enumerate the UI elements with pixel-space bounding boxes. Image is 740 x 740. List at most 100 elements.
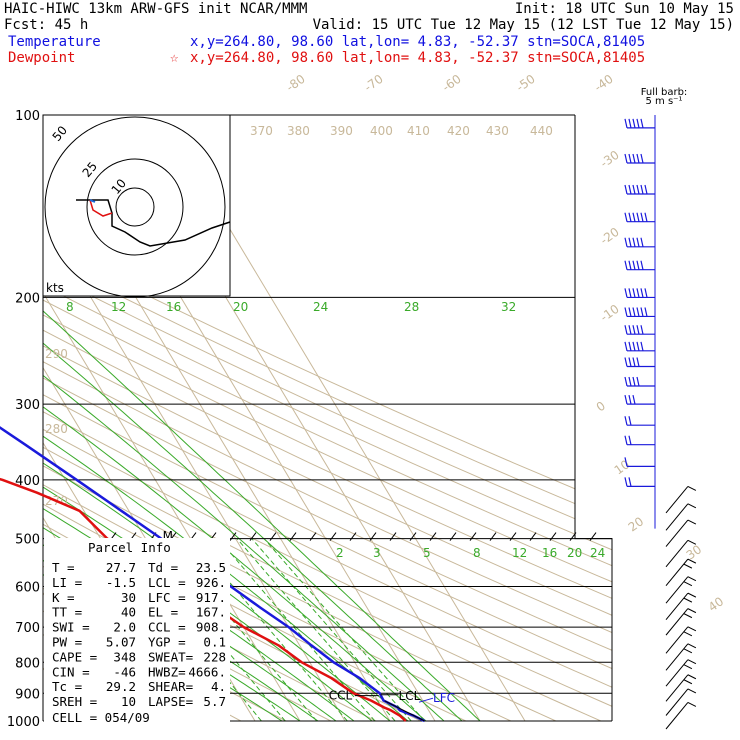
dry-adiabat-label: 440 bbox=[530, 124, 553, 138]
dry-adiabat-label: 290 bbox=[45, 347, 68, 361]
pressure-tick-label: 800 bbox=[15, 656, 40, 671]
wind-barb bbox=[624, 341, 655, 352]
dry-adiabat-label: 370 bbox=[250, 124, 273, 138]
pressure-tick-label: 700 bbox=[15, 621, 40, 636]
hatch-mark bbox=[469, 532, 477, 541]
ccl-marker-label: CCL bbox=[329, 689, 353, 703]
parcel-info-row: T = 27.7 Td = 23.5 bbox=[52, 560, 226, 575]
hatch-mark bbox=[429, 532, 437, 541]
parcel-value: 0.1 bbox=[203, 635, 226, 650]
dry-adiabat-line bbox=[43, 115, 612, 721]
wind-barb-column bbox=[624, 115, 697, 730]
hatch-mark bbox=[529, 532, 537, 541]
wind-barb bbox=[624, 260, 655, 271]
parcel-key: T = bbox=[52, 560, 75, 575]
hatch-mark bbox=[489, 532, 497, 541]
mixing-ratio-label: 3 bbox=[373, 546, 381, 560]
wind-barb bbox=[665, 702, 697, 730]
mixing-ratio-label: 12 bbox=[512, 546, 527, 560]
lcl-marker-label: LCL bbox=[399, 689, 421, 703]
hatch-mark bbox=[369, 532, 377, 541]
wind-barb bbox=[624, 457, 655, 467]
hatch-mark bbox=[229, 532, 237, 541]
m-marker-label: M bbox=[163, 529, 173, 543]
dry-adiabat-line bbox=[43, 115, 612, 721]
parcel-value: 10 bbox=[121, 694, 136, 709]
pressure-tick-label: 200 bbox=[15, 291, 40, 306]
parcel-value: 5.07 bbox=[106, 635, 136, 650]
wind-barb bbox=[624, 237, 655, 248]
header-run-title: HAIC-HIWC 13km ARW-GFS init NCAR/MMM bbox=[4, 1, 307, 17]
hatch-mark bbox=[409, 532, 417, 541]
wind-barb bbox=[665, 576, 697, 604]
parcel-value: 4666. bbox=[188, 664, 226, 679]
dry-adiabat-line bbox=[43, 115, 612, 721]
lfc-marker-label: LFC bbox=[433, 691, 455, 705]
wind-barb bbox=[665, 539, 697, 568]
dry-adiabat-line bbox=[43, 115, 332, 721]
parcel-key: YGP = bbox=[148, 635, 186, 650]
dry-adiabat-line bbox=[43, 115, 612, 721]
lfc-marker-line bbox=[418, 697, 434, 703]
pressure-tick-label: 900 bbox=[15, 687, 40, 702]
hodograph-trace-low bbox=[89, 199, 113, 217]
header-forecast-hour: Fcst: 45 h bbox=[4, 17, 88, 33]
hodograph-units-label: kts bbox=[46, 281, 64, 295]
dry-adiabat-line bbox=[43, 115, 612, 721]
wind-barb bbox=[665, 558, 697, 586]
wind-barb bbox=[624, 357, 655, 368]
moist-adiabat-label: 32 bbox=[501, 300, 516, 314]
hodograph-ring bbox=[115, 187, 155, 227]
dewpoint-legend-label: Dewpoint bbox=[8, 50, 75, 66]
hatch-mark bbox=[349, 532, 357, 541]
wind-barb bbox=[624, 435, 655, 446]
pressure-tick-label: 400 bbox=[15, 474, 40, 489]
wind-barb bbox=[665, 688, 697, 716]
parcel-key: SWEAT= bbox=[148, 649, 193, 664]
parcel-info-row: TT = 40 EL = 167. bbox=[52, 605, 226, 620]
parcel-key: LAPSE= bbox=[148, 694, 193, 709]
pressure-tick-labels: 100 200 300 400 500 600 700 800 900 1000 bbox=[7, 109, 40, 730]
parcel-key: K = bbox=[52, 590, 75, 605]
wind-barb bbox=[665, 674, 697, 702]
pressure-tick-label: 600 bbox=[15, 581, 40, 596]
mixing-ratio-label: 16 bbox=[542, 546, 557, 560]
parcel-key: CCL = bbox=[148, 620, 186, 635]
parcel-value: 29.2 bbox=[106, 679, 136, 694]
dry-adiabat-line bbox=[43, 115, 612, 721]
hatch-mark bbox=[589, 532, 597, 541]
parcel-key: TT = bbox=[52, 605, 82, 620]
pressure-tick-label: 500 bbox=[15, 533, 40, 548]
wind-barb bbox=[624, 376, 655, 387]
wind-barb bbox=[665, 659, 697, 687]
temperature-location-info: x,y=264.80, 98.60 lat,lon= 4.83, -52.37 … bbox=[190, 34, 645, 50]
wind-barb bbox=[624, 288, 655, 299]
wind-barb bbox=[665, 519, 697, 547]
dry-adiabat-label: 410 bbox=[407, 124, 430, 138]
parcel-key: Tc = bbox=[52, 679, 82, 694]
parcel-value: 5.7 bbox=[203, 694, 226, 709]
parcel-value: 4. bbox=[211, 679, 226, 694]
parcel-key: LFC = bbox=[148, 590, 186, 605]
dry-adiabat-line bbox=[43, 115, 602, 721]
temperature-legend-label: Temperature bbox=[8, 34, 101, 50]
mixing-ratio-line bbox=[236, 538, 396, 721]
wind-barb bbox=[624, 395, 655, 405]
pressure-tick-label: 100 bbox=[15, 109, 40, 124]
hatch-mark bbox=[269, 532, 277, 541]
mixing-ratio-label: 2 bbox=[336, 546, 344, 560]
wind-barb bbox=[624, 416, 655, 426]
parcel-key: CAPE = bbox=[52, 649, 97, 664]
parcel-key: SHEAR= bbox=[148, 679, 193, 694]
hatch-mark bbox=[329, 532, 337, 541]
parcel-info-row: SREH = 10 LAPSE= 5.7 bbox=[52, 694, 226, 709]
hodograph-ring bbox=[86, 158, 184, 256]
pressure-tick-label: 300 bbox=[15, 398, 40, 413]
parcel-value: 27.7 bbox=[106, 560, 136, 575]
parcel-info-row: PW = 5.07 YGP = 0.1 bbox=[52, 635, 226, 650]
wind-barb bbox=[665, 643, 697, 671]
barb-legend-title: Full barb: bbox=[641, 87, 688, 98]
hatch-mark bbox=[569, 532, 577, 541]
parcel-info-row: CIN = -46 HWBZ= 4666. bbox=[52, 664, 226, 679]
